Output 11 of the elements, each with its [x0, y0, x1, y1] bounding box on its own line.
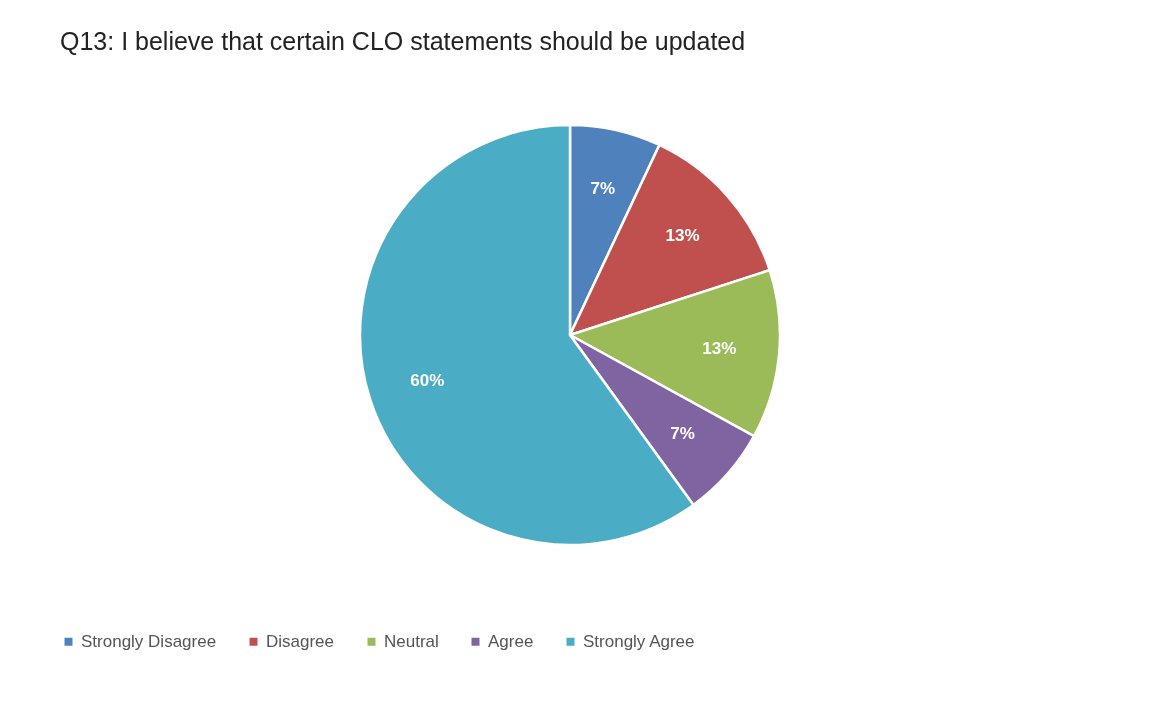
data-label: 7% [590, 178, 616, 198]
legend-label: Strongly Agree [583, 631, 695, 651]
data-label: 13% [665, 225, 700, 245]
legend-label: Agree [488, 631, 534, 651]
legend-label: Neutral [384, 631, 439, 651]
chart-title: Q13: I believe that certain CLO statements should be updated [60, 27, 746, 55]
data-label: 13% [702, 339, 737, 359]
legend-label: Strongly Disagree [81, 631, 217, 651]
data-label: 60% [410, 371, 445, 391]
data-label: 7% [670, 424, 695, 444]
legend-label: Disagree [266, 631, 335, 651]
